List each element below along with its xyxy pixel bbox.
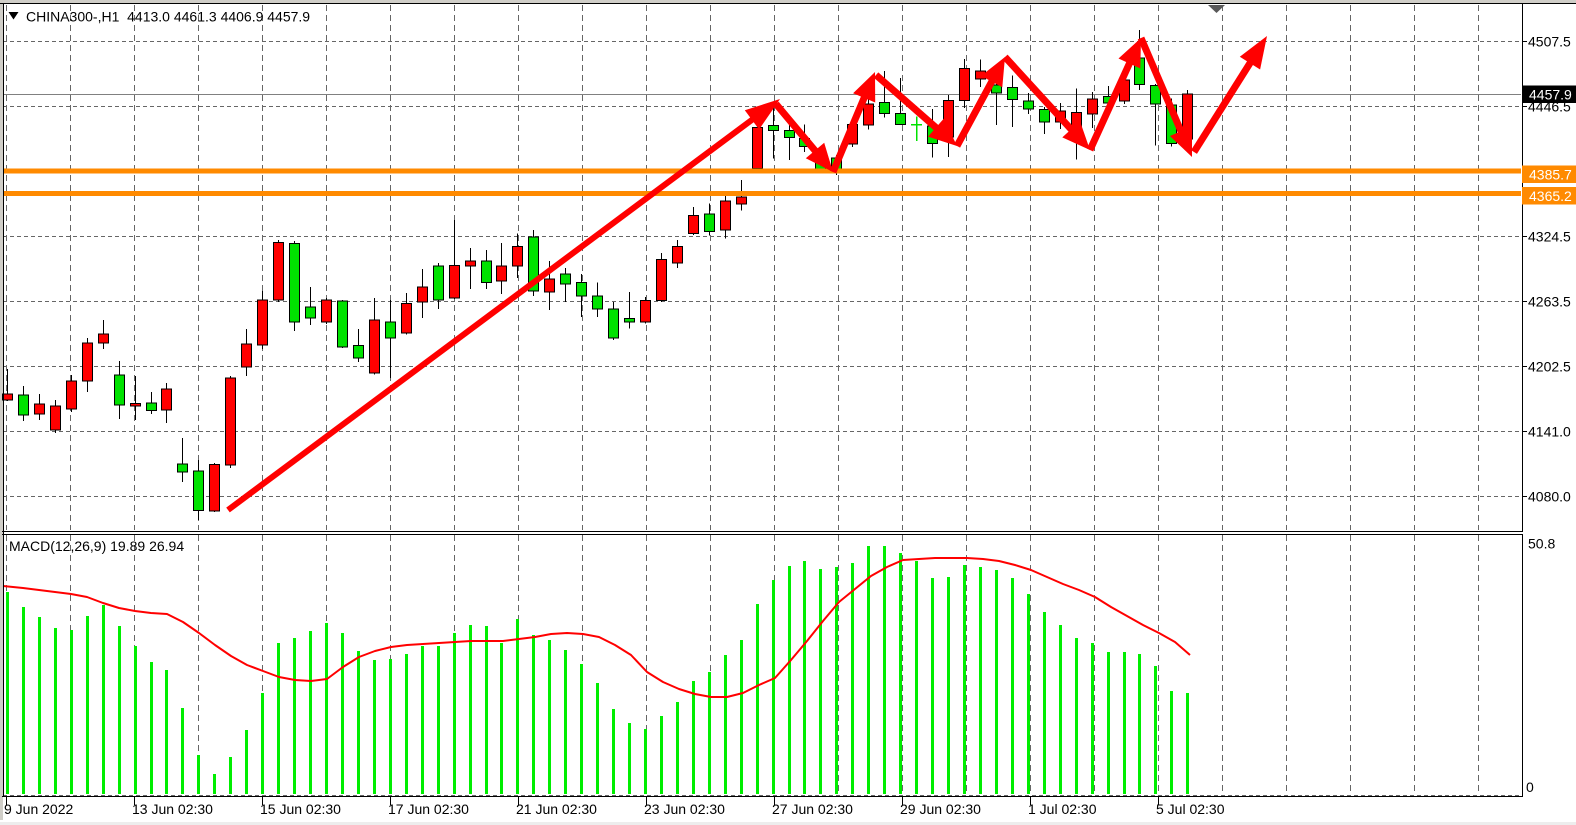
svg-text:5 Jul 02:30: 5 Jul 02:30	[1156, 801, 1225, 817]
svg-text:4141.0: 4141.0	[1528, 424, 1571, 440]
svg-text:4202.5: 4202.5	[1528, 359, 1571, 375]
svg-text:29 Jun 02:30: 29 Jun 02:30	[900, 801, 981, 817]
svg-text:13 Jun 02:30: 13 Jun 02:30	[132, 801, 213, 817]
svg-text:4457.9: 4457.9	[1529, 87, 1572, 103]
svg-text:4365.2: 4365.2	[1529, 188, 1572, 204]
svg-text:0: 0	[1526, 779, 1534, 795]
svg-text:9 Jun 2022: 9 Jun 2022	[4, 801, 73, 817]
svg-text:4507.5: 4507.5	[1528, 34, 1571, 50]
svg-text:4080.0: 4080.0	[1528, 489, 1571, 505]
svg-text:4385.7: 4385.7	[1529, 167, 1572, 183]
svg-text:1 Jul 02:30: 1 Jul 02:30	[1028, 801, 1097, 817]
svg-text:50.8: 50.8	[1528, 536, 1555, 552]
svg-text:21 Jun 02:30: 21 Jun 02:30	[516, 801, 597, 817]
svg-text:4324.5: 4324.5	[1528, 229, 1571, 245]
svg-text:23 Jun 02:30: 23 Jun 02:30	[644, 801, 725, 817]
svg-text:27 Jun 02:30: 27 Jun 02:30	[772, 801, 853, 817]
svg-text:4263.5: 4263.5	[1528, 294, 1571, 310]
svg-text:MACD(12,26,9) 19.89 26.94: MACD(12,26,9) 19.89 26.94	[9, 538, 184, 554]
svg-text:17 Jun 02:30: 17 Jun 02:30	[388, 801, 469, 817]
svg-text:CHINA300-,H1 4413.0 4461.3 44: CHINA300-,H1 4413.0 4461.3 4406.9 4457.9	[26, 9, 310, 25]
svg-text:15 Jun 02:30: 15 Jun 02:30	[260, 801, 341, 817]
